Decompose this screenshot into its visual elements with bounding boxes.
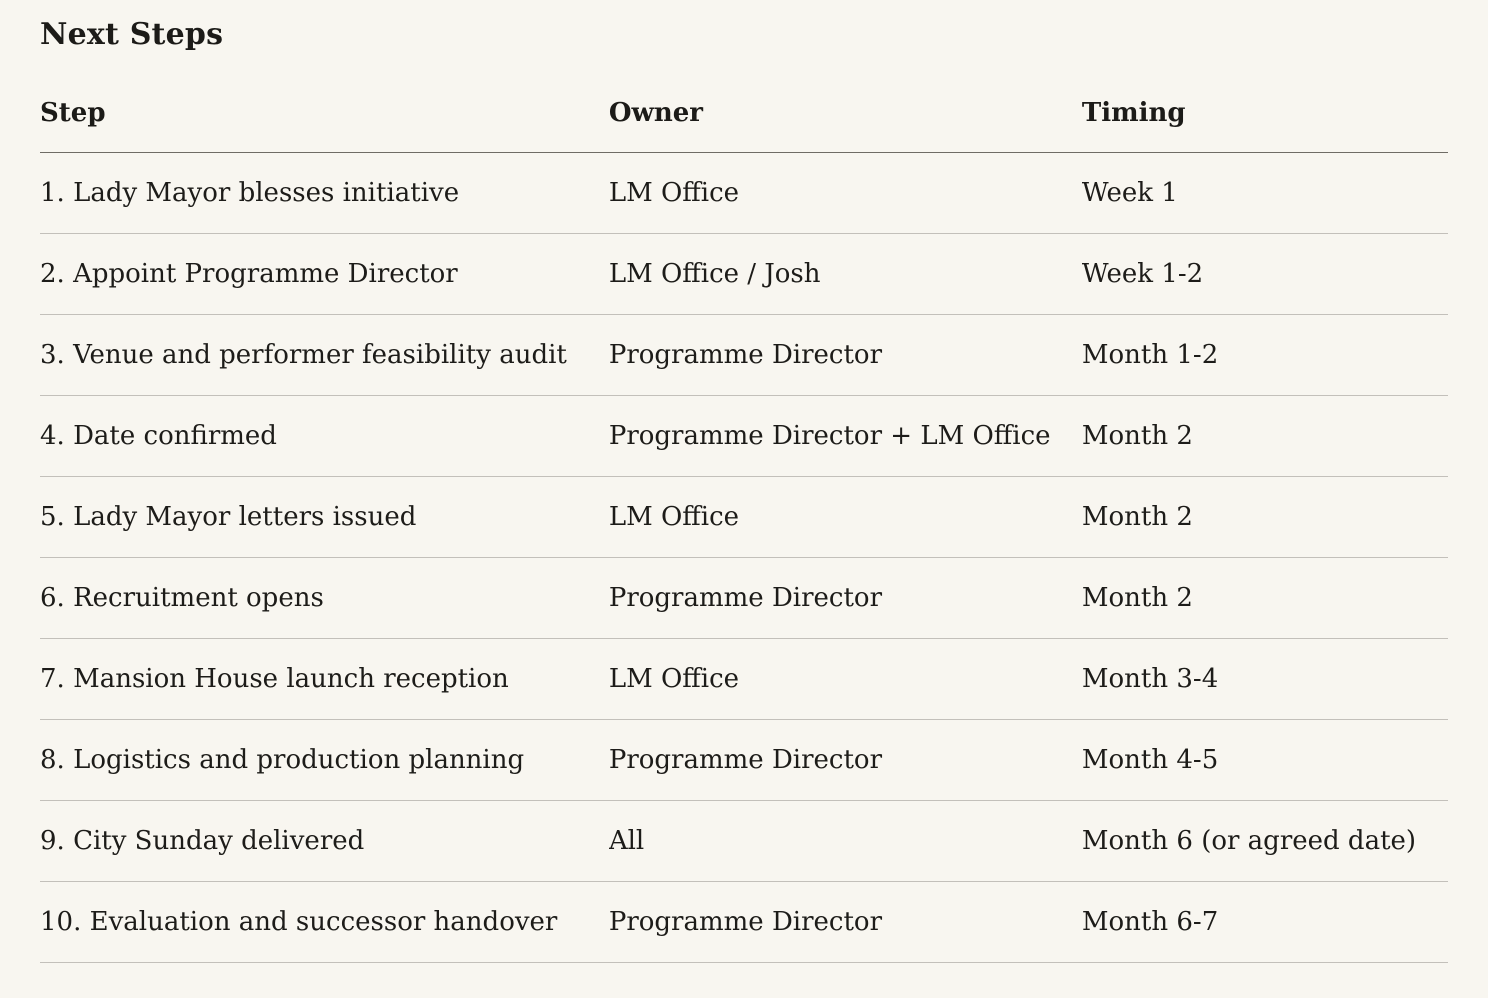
step-cell: 8. Logistics and production planning [40,719,609,801]
owner-cell: Programme Director [608,557,1082,639]
table-row: 10. Evaluation and successor handover Pro… [40,881,1448,963]
timing-cell: Month 3-4 [1081,638,1448,720]
table-row: 6. Recruitment opens Programme Director Mo… [40,557,1448,639]
table-row: 2. Appoint Programme Director LM Office /… [40,233,1448,315]
timing-cell: Month 4-5 [1081,719,1448,801]
owner-cell: LM Office [608,476,1082,558]
column-header-timing: Timing [1081,76,1448,153]
timing-cell: Month 6 (or agreed date) [1081,800,1448,882]
step-cell: 3. Venue and performer feasibility audit [40,314,609,396]
timing-cell: Month 2 [1081,476,1448,558]
timing-cell: Month 2 [1081,395,1448,477]
step-cell: 6. Recruitment opens [40,557,609,639]
timing-cell: Week 1 [1081,152,1448,234]
owner-cell: All [608,800,1082,882]
owner-cell: Programme Director + LM Office [608,395,1082,477]
table-row: 4. Date confirmed Programme Director + LM… [40,395,1448,477]
table-body: 1. Lady Mayor blesses initiative LM Offic… [40,152,1448,963]
owner-cell: LM Office [608,152,1082,234]
table-row: 1. Lady Mayor blesses initiative LM Offic… [40,152,1448,234]
step-cell: 4. Date confirmed [40,395,609,477]
step-cell: 2. Appoint Programme Director [40,233,609,315]
owner-cell: Programme Director [608,314,1082,396]
owner-cell: Programme Director [608,719,1082,801]
owner-cell: Programme Director [608,881,1082,963]
owner-cell: LM Office / Josh [608,233,1082,315]
owner-cell: LM Office [608,638,1082,720]
step-cell: 9. City Sunday delivered [40,800,609,882]
step-cell: 1. Lady Mayor blesses initiative [40,152,609,234]
timing-cell: Month 2 [1081,557,1448,639]
step-cell: 10. Evaluation and successor handover [40,881,609,963]
table-header-row: Step Owner Timing [40,76,1448,153]
table-row: 8. Logistics and production planning Prog… [40,719,1448,801]
step-cell: 7. Mansion House launch reception [40,638,609,720]
timing-cell: Month 6-7 [1081,881,1448,963]
table-row: 7. Mansion House launch reception LM Offi… [40,638,1448,720]
table-row: 5. Lady Mayor letters issued LM Office Mon… [40,476,1448,558]
table-row: 3. Venue and performer feasibility audit… [40,314,1448,396]
table-row: 9. City Sunday delivered All Month 6 (or a… [40,800,1448,882]
next-steps-table: Step Owner Timing 1. Lady Mayor blesses … [40,76,1448,963]
column-header-owner: Owner [608,76,1082,153]
timing-cell: Month 1-2 [1081,314,1448,396]
page-title: Next Steps [40,17,224,52]
column-header-step: Step [40,76,609,153]
step-cell: 5. Lady Mayor letters issued [40,476,609,558]
timing-cell: Week 1-2 [1081,233,1448,315]
